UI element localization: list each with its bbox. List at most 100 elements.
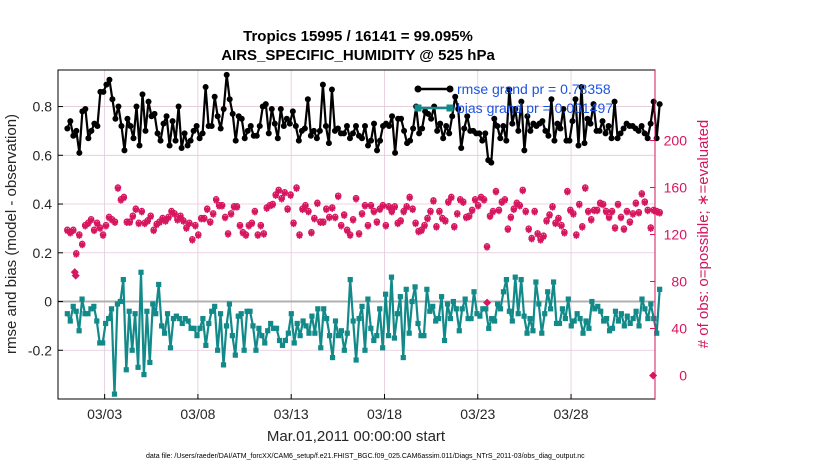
rmse-point	[313, 135, 320, 142]
bias-point	[427, 308, 433, 314]
bias-point	[615, 318, 622, 324]
obs-evaluated-point	[457, 197, 464, 204]
bias-point	[182, 315, 188, 322]
obs-evaluated-point	[585, 208, 592, 216]
bias-point	[421, 333, 427, 339]
bias-point	[126, 308, 132, 314]
obs-evaluated-point	[93, 220, 101, 228]
bias-point	[648, 301, 654, 307]
rmse-point	[389, 113, 396, 120]
rmse-point	[220, 105, 227, 112]
rmse-point	[301, 125, 308, 132]
obs-evaluated-point	[421, 223, 428, 230]
bias-point	[601, 318, 607, 324]
y2-axis-label: # of obs: o=possible; ∗=evaluated	[695, 120, 712, 349]
obs-evaluated-point	[555, 216, 562, 223]
rmse-point	[512, 105, 519, 112]
obs-evaluated-point	[370, 208, 378, 216]
rmse-point	[289, 108, 296, 115]
rmse-point	[410, 125, 417, 132]
rmse-point	[196, 135, 203, 142]
bias-point	[515, 311, 521, 317]
bias-point	[503, 276, 510, 283]
chart-title: Tropics 15995 / 16141 = 99.095%	[243, 28, 473, 45]
obs-evaluated-point	[433, 224, 440, 231]
obs-evaluated-point	[329, 205, 336, 212]
bias-point	[217, 311, 224, 317]
bias-point	[636, 323, 642, 329]
obs-evaluated-point	[513, 200, 520, 208]
obs-evaluated-point	[460, 199, 467, 206]
rmse-point	[163, 113, 170, 120]
rmse-point	[647, 120, 654, 127]
obs-evaluated-point	[311, 216, 318, 223]
bias-point	[512, 274, 518, 280]
bias-point	[509, 318, 515, 324]
x-axis-label: Mar.01,2011 00:00:00 start	[267, 428, 446, 445]
bias-point	[232, 352, 238, 358]
rmse-point	[343, 123, 350, 130]
rmse-point	[154, 130, 161, 137]
rmse-point	[142, 127, 149, 134]
bias-point	[441, 337, 448, 344]
x-axis-ticks: 03/03 03/08 03/13 03/18 03/23 03/28	[87, 394, 589, 422]
obs-evaluated-point	[79, 241, 86, 249]
bias-point	[447, 315, 454, 322]
bias-point	[159, 323, 165, 329]
obs-evaluated-point	[546, 212, 553, 219]
obs-evaluated-point	[346, 232, 354, 239]
obs-evaluated-point	[334, 193, 342, 201]
bias-point	[332, 318, 339, 324]
bias-point	[450, 298, 456, 305]
obs-evaluated-point	[90, 227, 98, 235]
rmse-point	[407, 137, 414, 144]
rmse-point	[64, 125, 71, 132]
obs-evaluated-point	[171, 211, 178, 218]
rmse-point	[169, 118, 176, 125]
rmse-point	[115, 103, 122, 110]
obs-evaluated-point	[424, 216, 431, 223]
rmse-point	[316, 127, 323, 134]
bias-point	[79, 296, 85, 302]
bias-point	[105, 315, 112, 322]
bias-point	[436, 315, 442, 322]
bias-point	[577, 315, 583, 322]
bias-point	[365, 296, 371, 302]
obs-evaluated-point	[391, 204, 398, 211]
rmse-point	[524, 113, 531, 120]
obs-evaluated-point	[221, 214, 229, 222]
obs-evaluated-point	[644, 207, 651, 215]
obs-evaluated-point	[561, 230, 568, 237]
rmse-point	[488, 159, 495, 166]
bias-point	[562, 315, 568, 322]
obs-evaluated-point	[129, 213, 137, 221]
rmse-point	[596, 127, 603, 134]
rmse-point	[211, 93, 218, 100]
rmse-point	[226, 96, 233, 103]
y-axis-ticks: -0.2 0 0.2 0.4 0.6 0.8	[28, 99, 63, 358]
legend-rmse-label: rmse grand pr = 0.78358	[457, 81, 611, 97]
rmse-point	[274, 135, 281, 142]
obs-evaluated-point	[343, 227, 351, 235]
y2-axis-ticks: 0 40 80 120 160 200	[650, 70, 687, 399]
rmse-point	[446, 130, 453, 137]
obs-evaluated-point	[87, 217, 95, 224]
obs-evaluated-point	[73, 251, 80, 258]
rmse-point	[100, 88, 107, 95]
obs-evaluated-point	[320, 219, 327, 226]
bias-point	[153, 311, 159, 317]
bias-point	[247, 308, 253, 314]
bias-point	[67, 318, 73, 324]
obs-evaluated-point	[296, 232, 303, 239]
obs-evaluated-point	[108, 217, 116, 224]
obs-evaluated-point	[498, 199, 506, 206]
obs-evaluated-point	[623, 208, 631, 216]
rmse-point	[187, 137, 194, 144]
obs-evaluated-point	[168, 208, 175, 216]
bias-point	[132, 311, 138, 317]
obs-evaluated-point	[364, 223, 372, 230]
obs-evaluated-point	[162, 218, 169, 225]
obs-evaluated-point	[159, 216, 166, 223]
obs-evaluated-point	[474, 203, 482, 210]
bias-point	[654, 330, 660, 336]
